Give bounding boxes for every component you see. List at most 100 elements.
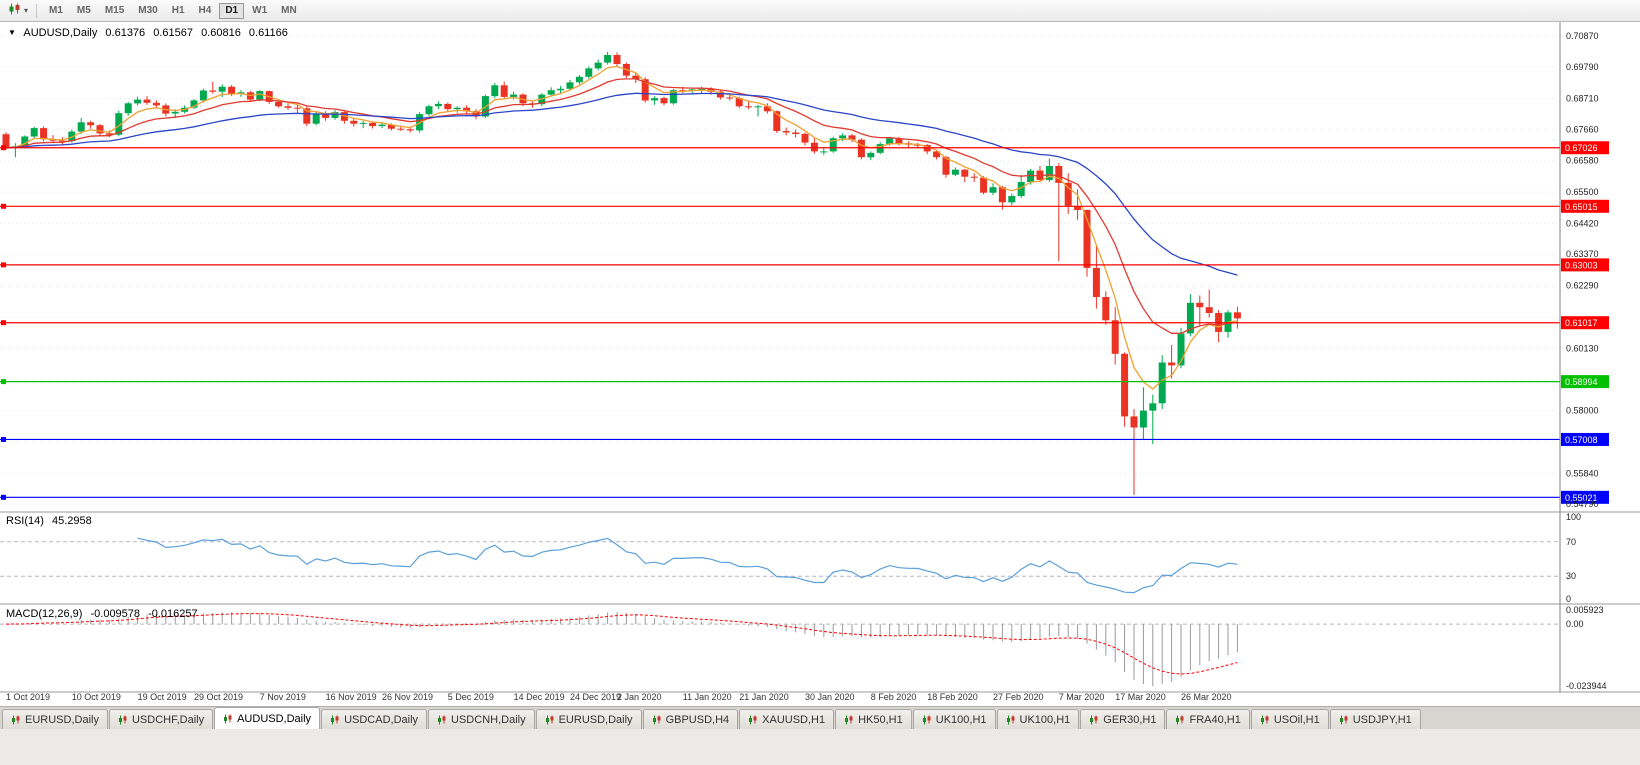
chart-tab-icon [922, 715, 932, 725]
level-price-tag[interactable] [1561, 375, 1609, 389]
chart-tabs-bar: EURUSD,Daily USDCHF,Daily AUDUSD,Daily USDC… [0, 706, 1640, 729]
price-chart-canvas[interactable]: 0.67026 0.65015 0.63003 0.61017 0.58994 0.570… [0, 22, 1640, 706]
chart-tab-eurusd-daily[interactable]: EURUSD,Daily [535, 709, 642, 729]
level-price-tag[interactable] [1561, 141, 1609, 155]
macd-signal-line [5, 613, 1238, 675]
level-price-tag[interactable] [1561, 199, 1609, 213]
chart-tab-usdcnh-daily[interactable]: USDCNH,Daily [428, 709, 535, 729]
candle-body [96, 125, 104, 134]
candle-body [1036, 170, 1044, 180]
levels-layer: 0.67026 0.65015 0.63003 0.61017 0.58994 0.570… [0, 141, 1609, 504]
chart-tab-uk100-h1[interactable]: UK100,H1 [996, 709, 1080, 729]
candle-body [942, 157, 950, 175]
chart-tab-usdjpy-h1[interactable]: USDJPY,H1 [1329, 709, 1421, 729]
candle-body [575, 76, 583, 83]
candle-body [378, 124, 386, 127]
timeframe-button-h1[interactable]: H1 [171, 4, 185, 16]
candle-body [782, 131, 790, 133]
candle-body [510, 94, 518, 97]
chart-tab-eurusd-daily[interactable]: EURUSD,Daily [2, 709, 108, 729]
candle-body [688, 89, 696, 91]
candle-body [416, 114, 424, 131]
level-price-tag-label: 0.57008 [1565, 435, 1598, 445]
date-axis-label: 10 Oct 2019 [72, 692, 121, 702]
axis-layer: 0.70870 0.69790 0.68710 0.67660 0.66580 0.655… [0, 22, 1640, 693]
candle-body [218, 86, 226, 92]
rsi-axis-label: 100 [1566, 512, 1581, 522]
price-axis-label: 0.65500 [1566, 187, 1599, 197]
candle-body [199, 90, 207, 101]
chart-tab-label: UK100,H1 [935, 713, 987, 726]
candle-body [1008, 196, 1016, 203]
candle-body [434, 103, 442, 107]
chart-tab-label: USOil,H1 [1273, 713, 1320, 726]
level-handle[interactable] [1, 436, 6, 442]
candle-body [1027, 170, 1035, 182]
timeframe-button-h4[interactable]: H4 [198, 4, 212, 16]
candle-body [829, 138, 837, 152]
candle-body [726, 97, 734, 99]
timeframe-button-d1[interactable]: D1 [219, 2, 245, 19]
candle-body [77, 122, 85, 132]
price-axis-label: 0.67660 [1566, 124, 1599, 134]
date-axis-label: 21 Jan 2020 [739, 692, 789, 702]
chart-tab-label: UK100,H1 [1019, 713, 1071, 726]
level-price-tag[interactable] [1561, 432, 1609, 446]
timeframe-button-m1[interactable]: M1 [49, 4, 63, 16]
candle-body [453, 107, 461, 110]
level-handle[interactable] [1, 145, 6, 151]
chart-tab-usdcad-daily[interactable]: USDCAD,Daily [321, 709, 428, 729]
chart-tab-uk100-h1[interactable]: UK100,H1 [912, 709, 996, 729]
date-axis-label: 17 Mar 2020 [1115, 692, 1166, 702]
timeframe-button-m5[interactable]: M5 [76, 4, 91, 16]
candle-body [801, 133, 809, 143]
macd-layer: 0.005923 0.00 -0.023944 [0, 605, 1607, 691]
level-price-tag[interactable] [1561, 316, 1609, 330]
candle-body [275, 101, 283, 107]
chart-tab-usdchf-daily[interactable]: USDCHF,Daily [108, 709, 214, 729]
candle-body [641, 79, 649, 101]
candle-body [1111, 320, 1119, 354]
timeframe-button-m30[interactable]: M30 [138, 4, 158, 16]
chart-tab-audusd-daily[interactable]: AUDUSD,Daily [214, 707, 321, 729]
timeframe-button-mn[interactable]: MN [281, 4, 297, 16]
candle-body [143, 99, 151, 103]
level-price-tag[interactable] [1561, 258, 1609, 272]
chart-tab-hk50-h1[interactable]: HK50,H1 [835, 709, 912, 729]
timeframe-button-m15[interactable]: M15 [104, 4, 125, 16]
candle-body [876, 144, 884, 153]
date-axis-label: 7 Mar 2020 [1059, 692, 1105, 702]
level-handle[interactable] [1, 494, 6, 500]
level-price-tag[interactable] [1561, 490, 1609, 504]
chart-tab-ger30-h1[interactable]: GER30,H1 [1080, 709, 1166, 729]
chart-tab-label: USDCNH,Daily [451, 713, 526, 726]
price-axis-label: 0.69790 [1566, 62, 1599, 72]
date-axis-label: 29 Oct 2019 [194, 692, 243, 702]
chart-tab-fra40-h1[interactable]: FRA40,H1 [1166, 709, 1250, 729]
timeframe-button-w1[interactable]: W1 [252, 4, 268, 16]
chart-tab-label: EURUSD,Daily [25, 713, 99, 726]
chart-tab-icon [1006, 715, 1016, 725]
chevron-down-icon: ▾ [24, 5, 29, 15]
dates-layer: 1 Oct 2019 10 Oct 2019 19 Oct 2019 29 Oct 2… [6, 692, 1232, 702]
chart-tab-xauusd-h1[interactable]: XAUUSD,H1 [739, 709, 835, 729]
chart-tab-usoil-h1[interactable]: USOil,H1 [1250, 709, 1329, 729]
chart-tab-label: AUDUSD,Daily [237, 712, 312, 725]
chart-tab-gbpusd-h4[interactable]: GBPUSD,H4 [642, 709, 739, 729]
chart-tab-label: GBPUSD,H4 [665, 713, 730, 726]
candle-body [820, 151, 828, 153]
candle-body [547, 90, 555, 95]
candle-body [40, 128, 48, 140]
candle-body [1083, 209, 1091, 268]
level-handle[interactable] [1, 320, 6, 326]
candle-body [68, 131, 76, 142]
level-handle[interactable] [1, 262, 6, 268]
chart-tab-icon [330, 715, 340, 725]
candle-body [848, 135, 856, 140]
level-handle[interactable] [1, 203, 6, 209]
level-handle[interactable] [1, 379, 6, 385]
price-axis-label: 0.68710 [1566, 94, 1599, 104]
chart-type-button[interactable]: ▾ [5, 1, 31, 21]
candle-body [566, 82, 574, 89]
